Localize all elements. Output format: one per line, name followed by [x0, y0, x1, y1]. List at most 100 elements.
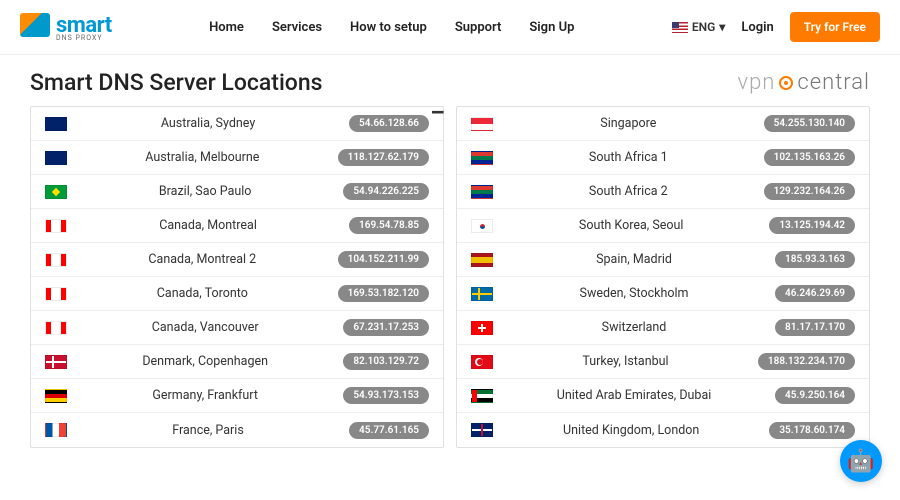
au-flag-icon [45, 117, 67, 131]
server-ip-badge[interactable]: 185.93.3.163 [775, 251, 855, 268]
server-row: Brazil, Sao Paulo54.94.226.225 [31, 175, 443, 209]
nav-howto[interactable]: How to setup [350, 20, 427, 35]
server-location: Australia, Sydney [67, 116, 349, 131]
server-ip-badge[interactable]: 188.132.234.170 [758, 353, 855, 370]
server-row: Turkey, Istanbul188.132.234.170 [457, 345, 869, 379]
server-row: Sweden, Stockholm46.246.29.69 [457, 277, 869, 311]
try-free-button[interactable]: Try for Free [790, 12, 880, 42]
za-flag-icon [471, 185, 493, 199]
ca-flag-icon [45, 219, 67, 233]
server-location: France, Paris [67, 423, 349, 438]
server-location: Brazil, Sao Paulo [67, 184, 343, 199]
server-ip-badge[interactable]: 45.77.61.165 [349, 422, 429, 439]
nav-signup[interactable]: Sign Up [529, 20, 574, 35]
server-row: Spain, Madrid185.93.3.163 [457, 243, 869, 277]
server-ip-badge[interactable]: 54.94.226.225 [343, 183, 429, 200]
server-ip-badge[interactable]: 169.53.182.120 [338, 285, 429, 302]
server-ip-badge[interactable]: 46.246.29.69 [775, 285, 855, 302]
dk-flag-icon [45, 355, 67, 369]
chatbot-button[interactable]: 🤖 [840, 440, 882, 482]
server-row: South Korea, Seoul13.125.194.42 [457, 209, 869, 243]
server-row: Switzerland81.17.17.170 [457, 311, 869, 345]
ae-flag-icon [471, 389, 493, 403]
server-ip-badge[interactable]: 82.103.129.72 [343, 353, 429, 370]
server-location: United Arab Emirates, Dubai [493, 388, 775, 403]
chevron-down-icon: ▾ [719, 20, 725, 34]
server-location: South Korea, Seoul [493, 218, 769, 233]
server-ip-badge[interactable]: 54.93.173.153 [343, 387, 429, 404]
server-location: Switzerland [493, 320, 775, 335]
server-row: Canada, Toronto169.53.182.120 [31, 277, 443, 311]
nav-services[interactable]: Services [272, 20, 322, 35]
server-location: Turkey, Istanbul [493, 354, 758, 369]
server-location: South Africa 2 [493, 184, 764, 199]
de-flag-icon [45, 389, 67, 403]
main-nav: Home Services How to setup Support Sign … [209, 20, 574, 35]
logo[interactable]: smart DNS PROXY [20, 13, 112, 42]
nav-support[interactable]: Support [455, 20, 502, 35]
watermark-vpn: vpn [737, 70, 775, 95]
server-location: South Africa 1 [493, 150, 764, 165]
title-row: Smart DNS Server Locations vpn central [0, 55, 900, 106]
server-location: Spain, Madrid [493, 252, 775, 267]
robot-icon: 🤖 [847, 449, 874, 474]
tr-flag-icon [471, 355, 493, 369]
nav-home[interactable]: Home [209, 20, 244, 35]
header-right: ENG ▾ Login Try for Free [672, 12, 880, 42]
server-location: Canada, Vancouver [67, 320, 343, 335]
server-location: Australia, Melbourne [67, 150, 338, 165]
server-row: United Arab Emirates, Dubai45.9.250.164 [457, 379, 869, 413]
br-flag-icon [45, 185, 67, 199]
server-row: Singapore54.255.130.140 [457, 107, 869, 141]
server-row: United Kingdom, London35.178.60.174 [457, 413, 869, 447]
us-flag-icon [672, 22, 688, 33]
server-location: Singapore [493, 116, 764, 131]
server-ip-badge[interactable]: 169.54.78.85 [349, 217, 429, 234]
server-location: Germany, Frankfurt [67, 388, 343, 403]
server-ip-badge[interactable]: 104.152.211.99 [338, 251, 429, 268]
page-title: Smart DNS Server Locations [30, 69, 323, 96]
watermark-central: central [797, 70, 870, 95]
server-columns: Australia, Sydney54.66.128.66Australia, … [0, 106, 900, 448]
server-ip-badge[interactable]: 13.125.194.42 [769, 217, 855, 234]
server-location: Canada, Toronto [67, 286, 338, 301]
za-flag-icon [471, 151, 493, 165]
login-link[interactable]: Login [741, 20, 773, 35]
server-ip-badge[interactable]: 81.17.17.170 [775, 319, 855, 336]
server-row: South Africa 2129.232.164.26 [457, 175, 869, 209]
server-ip-badge[interactable]: 118.127.62.179 [338, 149, 429, 166]
server-row: Canada, Montreal 2104.152.211.99 [31, 243, 443, 277]
server-ip-badge[interactable]: 35.178.60.174 [769, 422, 855, 439]
vpncentral-watermark: vpn central [737, 70, 870, 95]
au-flag-icon [45, 151, 67, 165]
server-row: Denmark, Copenhagen82.103.129.72 [31, 345, 443, 379]
fr-flag-icon [45, 423, 67, 437]
server-row: Australia, Sydney54.66.128.66 [31, 107, 443, 141]
server-ip-badge[interactable]: 129.232.164.26 [764, 183, 855, 200]
lang-label: ENG [692, 20, 715, 34]
server-location: Denmark, Copenhagen [67, 354, 343, 369]
server-row: Australia, Melbourne118.127.62.179 [31, 141, 443, 175]
ca-flag-icon [45, 321, 67, 335]
ca-flag-icon [45, 287, 67, 301]
logo-icon [20, 13, 50, 37]
server-location: Canada, Montreal [67, 218, 349, 233]
server-ip-badge[interactable]: 54.255.130.140 [764, 115, 855, 132]
ch-flag-icon [471, 321, 493, 335]
watermark-dot-icon [779, 76, 793, 90]
es-flag-icon [471, 253, 493, 267]
server-row: Canada, Montreal169.54.78.85 [31, 209, 443, 243]
server-column-left: Australia, Sydney54.66.128.66Australia, … [30, 106, 444, 448]
server-row: France, Paris45.77.61.165 [31, 413, 443, 447]
server-ip-badge[interactable]: 45.9.250.164 [775, 387, 855, 404]
server-row: Canada, Vancouver67.231.17.253 [31, 311, 443, 345]
server-row: South Africa 1102.135.163.26 [457, 141, 869, 175]
language-selector[interactable]: ENG ▾ [672, 20, 725, 34]
server-ip-badge[interactable]: 67.231.17.253 [343, 319, 429, 336]
collapse-dash[interactable]: _ [432, 88, 444, 118]
server-column-right: Singapore54.255.130.140South Africa 1102… [456, 106, 870, 448]
server-ip-badge[interactable]: 54.66.128.66 [349, 115, 429, 132]
kr-flag-icon [471, 219, 493, 233]
gb-flag-icon [471, 423, 493, 437]
server-ip-badge[interactable]: 102.135.163.26 [764, 149, 855, 166]
